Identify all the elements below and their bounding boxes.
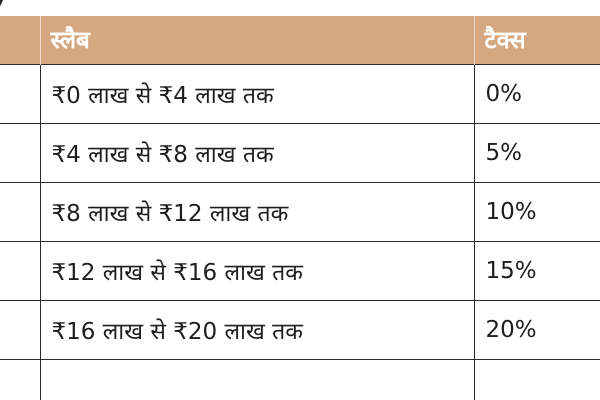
row-blank-cell bbox=[0, 299, 41, 360]
slab-cell-cut-off bbox=[39, 358, 475, 400]
row-blank-cell bbox=[0, 358, 41, 400]
slab-cell: ₹4 लाख से ₹8 लाख तक bbox=[39, 122, 475, 183]
tax-cell-cut-off bbox=[473, 358, 600, 400]
header-blank-cell bbox=[0, 16, 41, 64]
table-row: ₹4 लाख से ₹8 लाख तक 5% bbox=[0, 122, 600, 183]
table-row-cut-off bbox=[0, 358, 600, 400]
slab-cell: ₹12 लाख से ₹16 लाख तक bbox=[39, 240, 475, 301]
table-row: ₹8 लाख से ₹12 लाख तक 10% bbox=[0, 181, 600, 242]
tax-slab-table: स्लैब टैक्स ₹0 लाख से ₹4 लाख तक 0% ₹4 ला… bbox=[0, 16, 600, 400]
table-header-row: स्लैब टैक्स bbox=[0, 16, 600, 64]
header-tax: टैक्स bbox=[473, 16, 600, 64]
slab-cell: ₹8 लाख से ₹12 लाख तक bbox=[39, 181, 475, 242]
tax-cell: 20% bbox=[473, 299, 600, 360]
row-blank-cell bbox=[0, 240, 41, 301]
header-slab: स्लैब bbox=[39, 16, 475, 64]
table-row: ₹16 लाख से ₹20 लाख तक 20% bbox=[0, 299, 600, 360]
slab-cell: ₹0 लाख से ₹4 लाख तक bbox=[39, 63, 475, 124]
tax-cell: 5% bbox=[473, 122, 600, 183]
corner-mark bbox=[0, 0, 11, 10]
row-blank-cell bbox=[0, 63, 41, 124]
tax-cell: 0% bbox=[473, 63, 600, 124]
tax-cell: 15% bbox=[473, 240, 600, 301]
row-blank-cell bbox=[0, 122, 41, 183]
table-row: ₹0 लाख से ₹4 लाख तक 0% bbox=[0, 63, 600, 124]
row-blank-cell bbox=[0, 181, 41, 242]
slab-cell: ₹16 लाख से ₹20 लाख तक bbox=[39, 299, 475, 360]
top-strip bbox=[0, 0, 600, 14]
table-row: ₹12 लाख से ₹16 लाख तक 15% bbox=[0, 240, 600, 301]
tax-cell: 10% bbox=[473, 181, 600, 242]
